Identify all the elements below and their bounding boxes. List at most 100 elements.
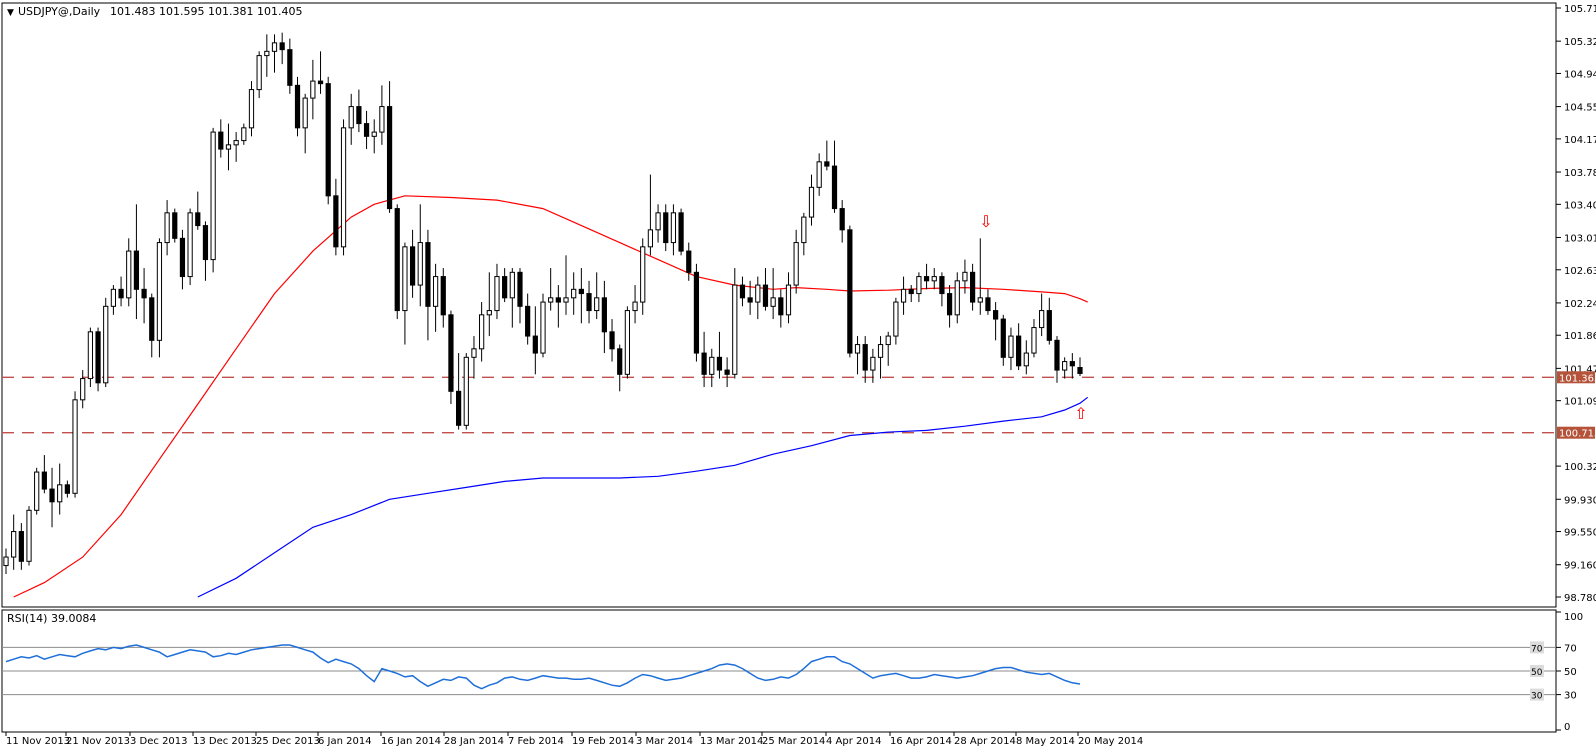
candle-body <box>586 293 592 312</box>
price-tick-label: 99.160 <box>1564 561 1596 572</box>
candle-body <box>425 242 431 307</box>
candle-body <box>870 356 876 371</box>
candle-body <box>126 250 132 299</box>
candle-body <box>747 297 753 303</box>
candle-body <box>164 212 170 244</box>
rsi-tick-label: 100 <box>1564 612 1583 623</box>
ohlc-readout: 101.483 101.595 101.381 101.405 <box>110 5 302 18</box>
candle-body <box>218 131 224 150</box>
candle-body <box>287 49 293 86</box>
candle-body <box>133 250 140 290</box>
candle-body <box>985 297 991 312</box>
rsi-level-tag <box>1530 641 1544 654</box>
candle-body <box>724 369 730 375</box>
candle-body <box>686 250 692 273</box>
candle-body <box>486 310 492 316</box>
rsi-tick-label: 0 <box>1564 722 1570 733</box>
candle-body <box>41 471 47 490</box>
time-tick-label: 4 Apr 2014 <box>826 736 881 746</box>
price-level-tag <box>1557 371 1595 384</box>
symbol-dropdown-icon[interactable]: ▼ <box>7 8 14 18</box>
candle-body <box>179 237 186 278</box>
candle-body <box>1000 318 1006 358</box>
candle-body <box>340 127 347 248</box>
candle-body <box>939 276 945 295</box>
candle-body <box>432 276 439 307</box>
candle-body <box>440 276 446 316</box>
price-tick-label: 99.550 <box>1564 528 1596 539</box>
candle-body <box>256 55 262 91</box>
candle-body <box>356 106 362 125</box>
candle-body <box>785 284 792 316</box>
candle-body <box>3 556 9 567</box>
time-tick-label: 3 Dec 2013 <box>130 736 188 746</box>
candle-body <box>72 399 78 494</box>
candle-body <box>202 225 209 261</box>
candle-body <box>578 288 584 295</box>
rsi-level-tag-label: 70 <box>1531 644 1543 654</box>
candle-body <box>294 84 301 129</box>
candle-body <box>386 106 393 210</box>
candle-body <box>739 284 746 299</box>
candle-body <box>210 131 216 261</box>
candle-body <box>456 390 462 426</box>
candle-body <box>271 42 278 52</box>
candle-body <box>233 140 239 146</box>
price-tick-label: 102.240 <box>1564 299 1596 310</box>
candle-body <box>502 276 508 299</box>
candle-body <box>80 378 86 401</box>
candle-body <box>617 348 623 375</box>
time-tick-label: 16 Jan 2014 <box>381 736 441 746</box>
candlesticks <box>3 32 1083 575</box>
candle-body <box>187 212 193 278</box>
price-level-tag-label: 100.713 <box>1559 429 1596 440</box>
candle-body <box>647 229 654 248</box>
candle-body <box>839 208 845 231</box>
candle-body <box>862 344 868 371</box>
candle-body <box>954 280 960 316</box>
candle-body <box>571 288 577 299</box>
candle-body <box>402 246 408 312</box>
candle-body <box>87 331 93 380</box>
candle-body <box>363 123 370 137</box>
price-level-tag <box>1557 426 1595 439</box>
candle-body <box>601 297 607 333</box>
candle-body <box>325 83 331 197</box>
candle-body <box>64 484 70 494</box>
candle-body <box>555 297 561 303</box>
candle-body <box>57 484 63 503</box>
candle-body <box>977 297 983 303</box>
price-tick-label: 101.860 <box>1564 331 1596 342</box>
candle-body <box>969 271 976 303</box>
rsi-line <box>5 644 1081 690</box>
candle-body <box>893 301 899 337</box>
candle-body <box>655 212 661 231</box>
rsi-level-tag-label: 30 <box>1531 692 1543 702</box>
candle-body <box>95 331 101 384</box>
price-level-tag-label: 101.365 <box>1559 373 1596 384</box>
candle-body <box>34 471 40 511</box>
time-tick-label: 8 May 2014 <box>1016 736 1075 746</box>
candle-body <box>279 42 285 51</box>
candle-body <box>103 305 109 384</box>
candle-body <box>1046 310 1052 341</box>
candle-body <box>1062 361 1068 371</box>
candle-body <box>709 356 715 375</box>
candle-body <box>793 242 799 286</box>
candle-body <box>923 276 930 282</box>
candle-body <box>640 246 646 303</box>
rsi-tick-label: 70 <box>1564 643 1577 654</box>
time-tick-label: 28 Apr 2014 <box>954 736 1016 746</box>
candle-body <box>11 531 17 558</box>
price-tick-label: 104.940 <box>1564 69 1596 80</box>
candle-body <box>931 276 937 282</box>
candle-body <box>333 195 339 248</box>
candle-body <box>678 212 684 252</box>
candle-body <box>118 288 124 299</box>
time-tick-label: 7 Feb 2014 <box>508 736 564 746</box>
candle-body <box>317 80 324 85</box>
time-tick-label: 13 Dec 2013 <box>193 736 257 746</box>
candle-body <box>26 509 32 562</box>
